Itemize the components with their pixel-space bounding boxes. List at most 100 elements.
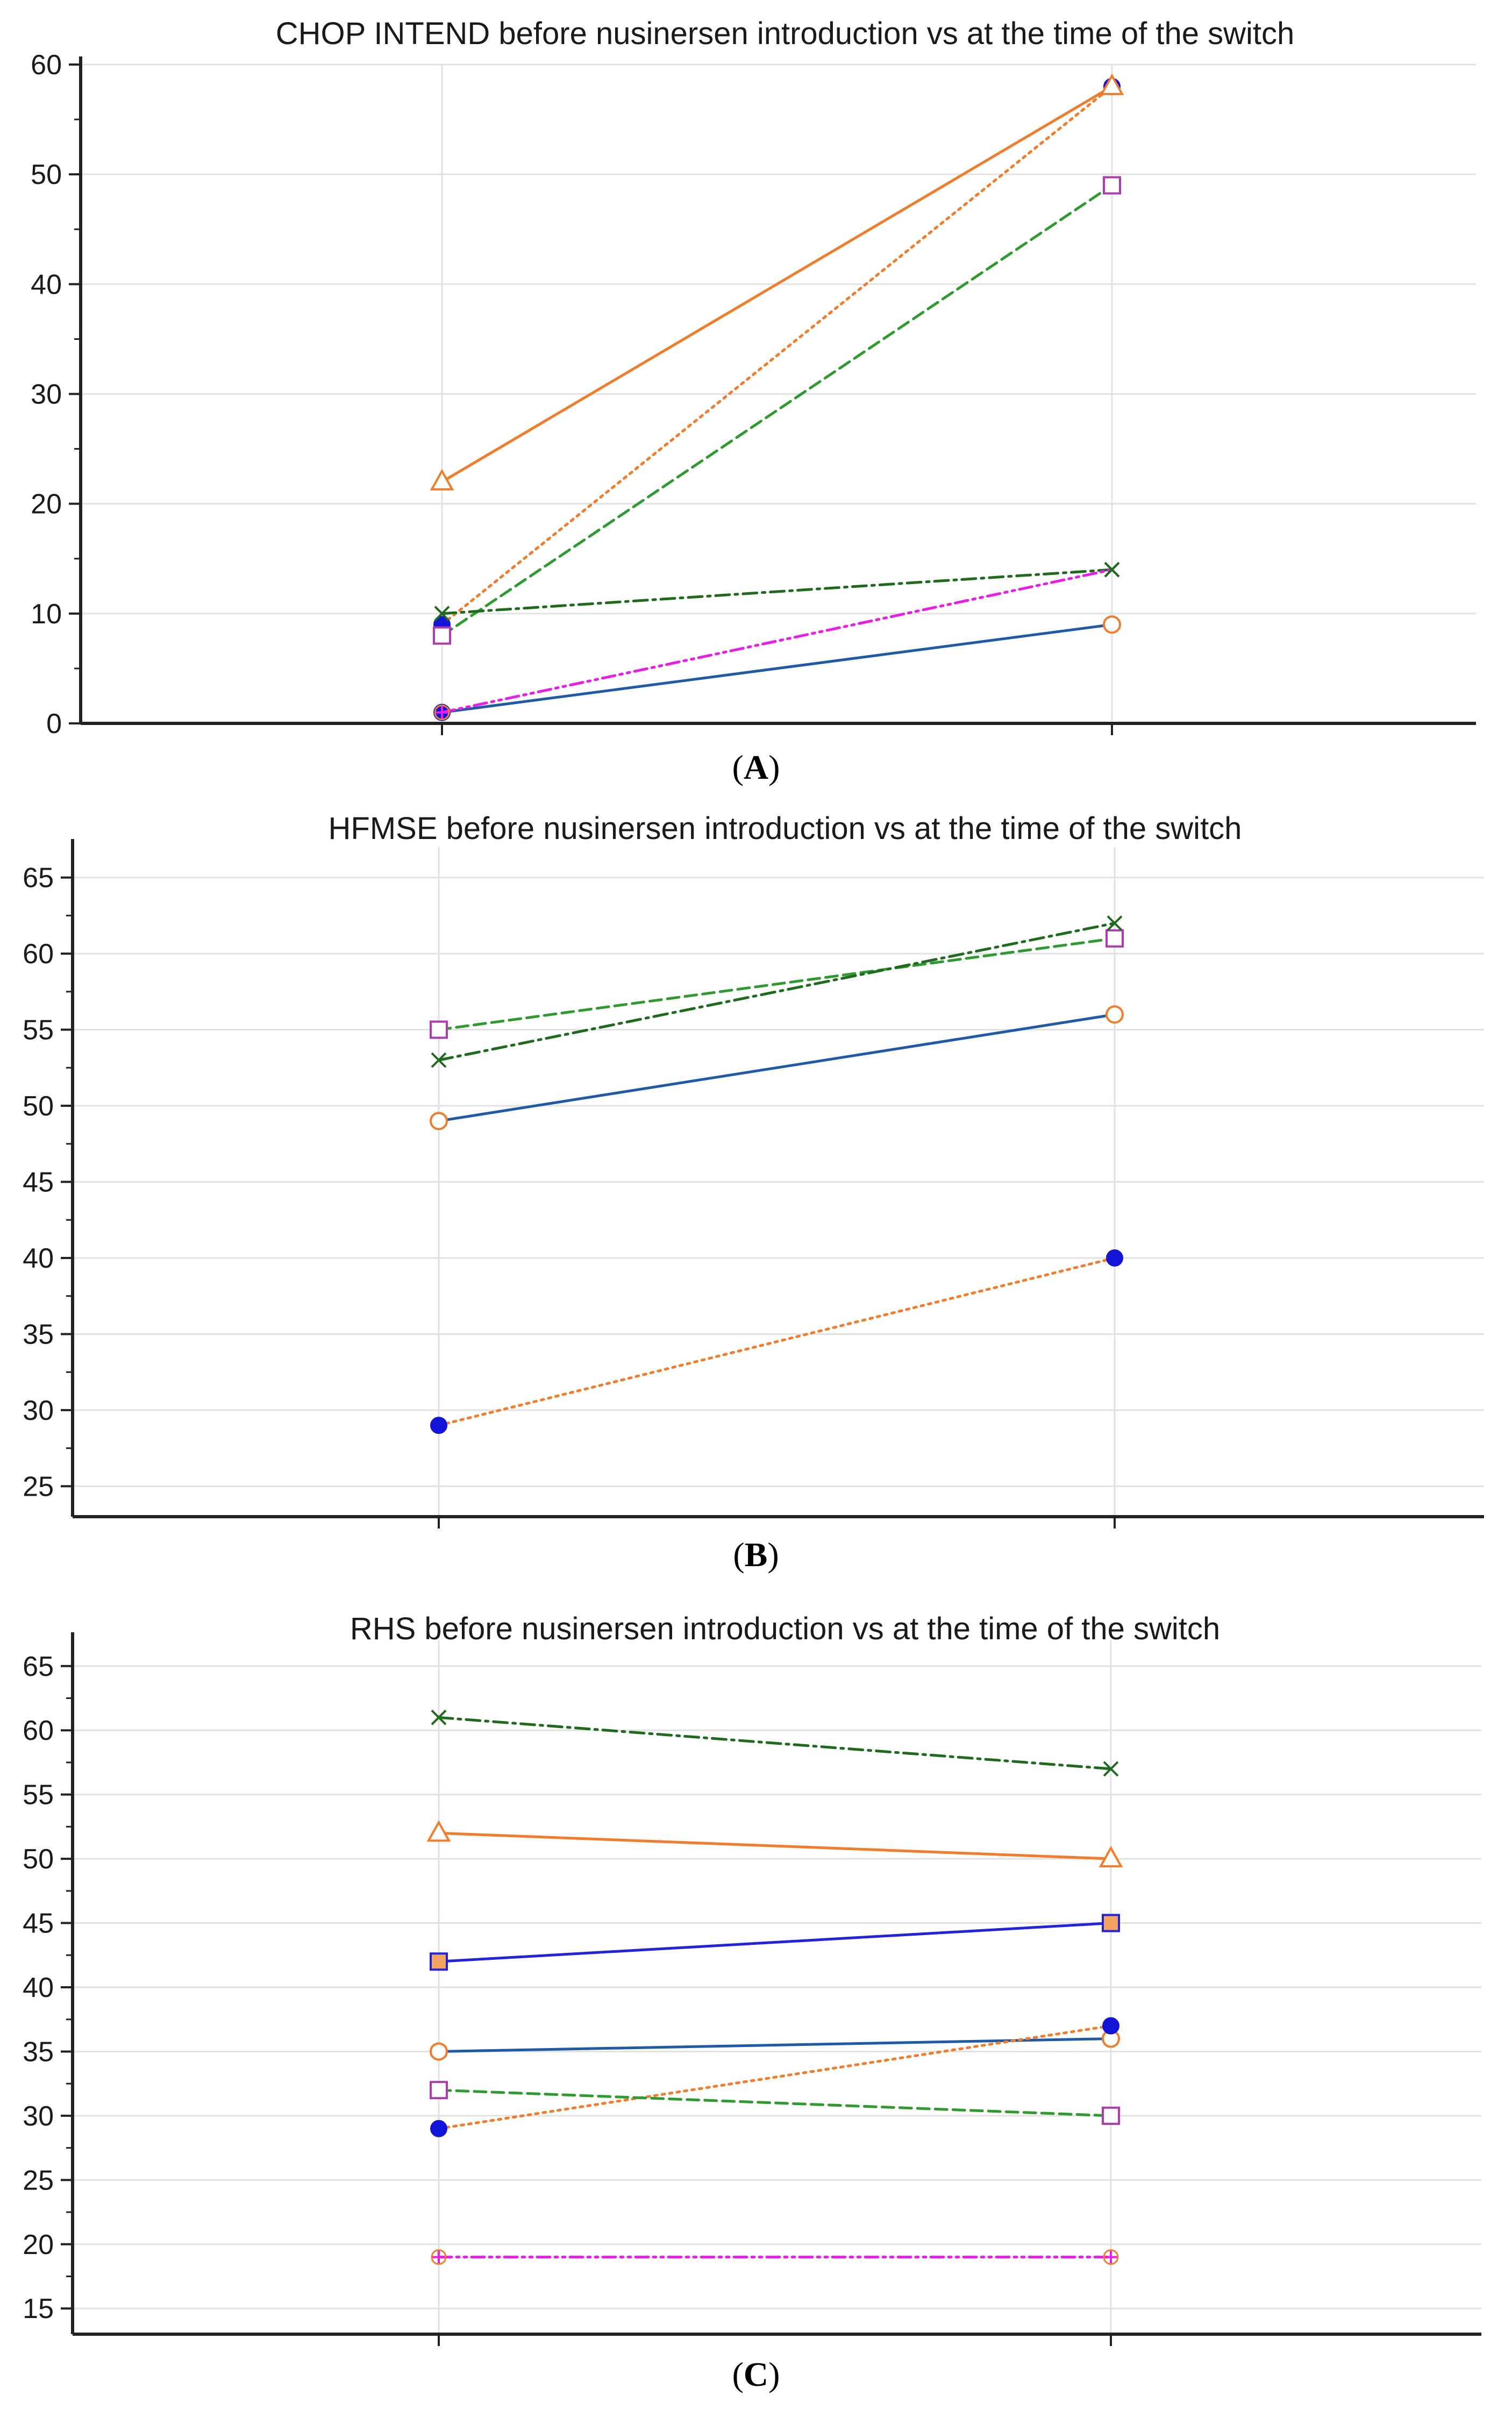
series-S1 [430,2029,1120,2061]
panel-label: (C) [732,2355,780,2393]
data-point [1099,1846,1123,1868]
data-point-ring [1103,2249,1119,2265]
panel-c: 15 20 25 30 35 40 45 50 55 60 65 RHS before nusiner… [0,1603,1512,2417]
series-line [437,1831,1112,1860]
series-line [440,623,1114,714]
y-tick-label: 60 [31,49,62,81]
grid [73,1640,1481,2334]
y-tick-label: 20 [23,2229,54,2260]
series-S3 [433,176,1121,645]
data-point [430,1020,448,1039]
data-point [1102,2106,1120,2125]
y-tick-label: 10 [31,599,62,630]
series-S6 [434,561,1120,721]
data-point [430,1952,448,1971]
y-tick-label: 50 [31,159,62,190]
y-tick-label: 20 [31,489,62,520]
series-line [437,1013,1116,1122]
data-point [1106,1005,1124,1024]
series-S1 [430,1005,1124,1131]
grid [81,63,1476,724]
data-point [1103,1761,1119,1777]
y-tick-label: 25 [23,1471,54,1502]
data-point [430,468,454,490]
y-tick-label: 50 [23,1091,54,1122]
data-point [1107,915,1123,931]
series-S4 [430,73,1124,490]
y-tick-label: 55 [23,1780,54,1811]
y-tick-label: 55 [23,1015,54,1046]
y-tick-label: 30 [23,2101,54,2132]
series-line [437,2037,1112,2053]
y-tick-label: 65 [23,1651,54,1682]
y-tick-label: 45 [23,1908,54,1939]
panel-b: 25 30 35 40 45 50 55 60 65 HFMSE before nusinerse… [0,796,1512,1603]
data-point-ring [431,2249,447,2265]
data-point-ring [434,705,450,721]
data-point [433,626,451,645]
data-point [426,1820,451,1842]
data-point [431,1052,447,1068]
series-line [437,937,1116,1032]
series-S1 [433,615,1121,721]
series-S2 [430,1249,1123,1434]
data-point [1103,2249,1118,2265]
grid [73,847,1484,1517]
data-point [1102,2017,1119,2035]
series-line [437,1256,1116,1427]
data-point [431,1709,447,1725]
series-line [440,568,1114,615]
data-point [1104,561,1120,578]
data-point [430,2120,447,2137]
y-tick-label: 40 [23,1972,54,2003]
data-point [430,2081,448,2100]
series-line [440,85,1114,626]
y-tick-label: 15 [23,2293,54,2324]
y-tick-label: 45 [23,1167,54,1198]
series-line [437,1922,1112,1963]
data-point [1103,615,1121,634]
y-tick-label: 60 [23,939,54,970]
panel-a: 0 10 20 30 40 50 60 CHOP INTEND before nusiners… [0,0,1512,796]
panel-label: (B) [733,1535,779,1574]
series-S2 [430,2017,1119,2137]
chart-title: CHOP INTEND before nusinersen introducti… [276,16,1294,51]
chart-c: 15 20 25 30 35 40 45 50 55 60 65 RHS before nusiner… [23,1611,1481,2346]
data-point [1106,1249,1123,1267]
series-line [437,2088,1112,2117]
y-tick-label: 60 [23,1715,54,1746]
data-point [1102,1914,1120,1932]
data-point [434,705,450,720]
y-tick-label: 0 [46,708,62,740]
chart-a: 0 10 20 30 40 50 60 CHOP INTEND before nusiners… [31,16,1476,740]
series-S5 [431,915,1123,1068]
y-tick-label: 50 [23,1844,54,1875]
chart-title: RHS before nusinersen introduction vs at… [350,1611,1220,1646]
y-tick-label: 30 [31,379,62,410]
data-point [1106,929,1124,948]
series-S7 [430,1914,1120,1971]
data-point [430,2042,448,2061]
series-S3 [430,2081,1120,2125]
series-S3 [430,929,1124,1039]
series-S5 [431,1709,1119,1777]
y-tick-label: 40 [31,269,62,300]
data-point [430,1417,447,1434]
panel-label: (A) [732,748,780,786]
series-line [440,85,1114,484]
series-line [440,568,1114,714]
chart-b: 25 30 35 40 45 50 55 60 65 HFMSE before nusinerse… [23,811,1484,1529]
y-tick-label: 65 [23,863,54,894]
data-point [434,606,450,622]
data-point [1103,176,1121,195]
series-S2 [433,77,1121,634]
chart-title: HFMSE before nusinersen introduction vs … [329,811,1242,846]
y-tick-label: 40 [23,1243,54,1274]
y-tick-label: 30 [23,1395,54,1426]
series-S6 [431,2249,1119,2265]
series-line [440,184,1114,637]
series-S4 [426,1820,1123,1868]
y-tick-label: 25 [23,2165,54,2196]
series-line [437,1716,1112,1771]
series-line [437,921,1116,1062]
